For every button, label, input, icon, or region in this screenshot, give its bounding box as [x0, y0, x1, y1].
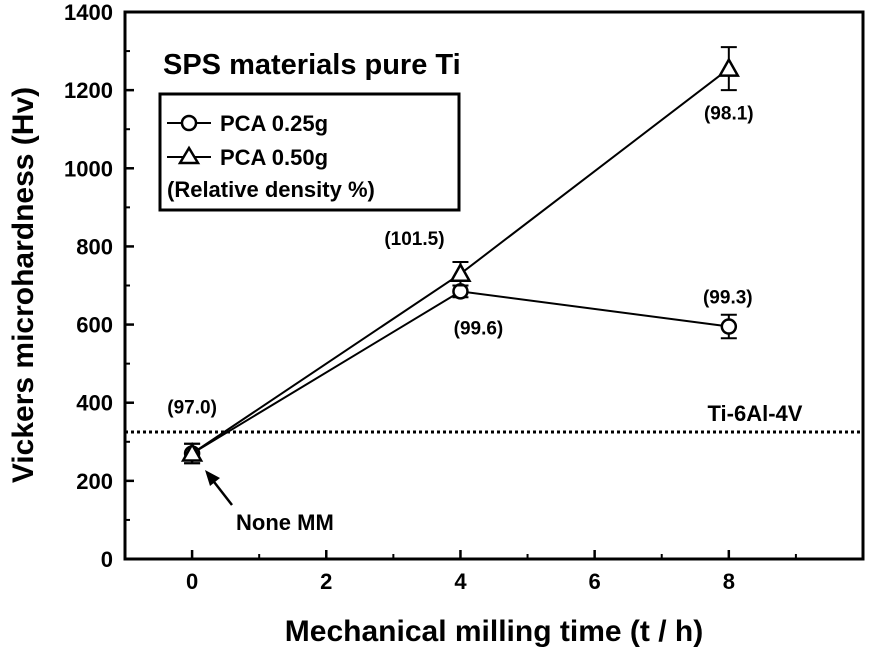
- density-label-pca-025: (99.6): [454, 318, 504, 339]
- x-tick-label: 2: [320, 569, 332, 594]
- legend-circle-icon: [180, 114, 198, 132]
- y-tick-label: 600: [76, 313, 113, 338]
- y-tick-label: 400: [76, 391, 113, 416]
- y-tick-label: 1000: [64, 156, 113, 181]
- y-tick-label: 1200: [64, 78, 113, 103]
- annotation-arrow-shaft: [210, 477, 233, 506]
- data-point-pca-025: [720, 318, 738, 335]
- x-tick-label: 4: [454, 569, 467, 594]
- data-point-pca-050: [717, 57, 740, 77]
- density-label-pca-050: (98.1): [704, 104, 754, 125]
- legend-triangle-icon: [177, 145, 201, 165]
- data-point-pca-050: [180, 441, 204, 462]
- y-tick-label: 800: [76, 234, 113, 259]
- y-tick-label: 0: [101, 547, 113, 572]
- annotation-text: None MM: [236, 510, 334, 535]
- legend-label-pca-050: PCA 0.50g: [220, 145, 328, 170]
- legend: PCA 0.25g PCA 0.50g (Relative density %): [158, 92, 461, 212]
- y-axis-title: Vickers microhardness (Hv): [7, 87, 40, 483]
- legend-box: [158, 92, 461, 212]
- density-label-pca-050: (101.5): [384, 229, 444, 250]
- density-label-pca-025: (99.3): [703, 288, 753, 309]
- y-tick-label: 200: [76, 469, 113, 494]
- legend-label-pca-025: PCA 0.25g: [220, 111, 328, 136]
- legend-note-relative-density: (Relative density %): [167, 177, 375, 202]
- x-axis-title: Mechanical milling time (t / h): [285, 615, 703, 648]
- data-point-pca-050: [449, 262, 472, 283]
- annotation-arrow-head-icon: [205, 470, 220, 486]
- x-tick-label: 0: [186, 569, 198, 594]
- plot-frame: [123, 10, 865, 561]
- y-tick-label: 1400: [64, 0, 113, 25]
- chart-title: SPS materials pure Ti: [163, 49, 461, 81]
- reference-line-label: Ti-6Al-4V: [708, 401, 803, 426]
- x-tick-label: 8: [723, 569, 735, 594]
- annotation-none-mm: None MM: [205, 470, 334, 535]
- density-label-pca-025: (97.0): [167, 398, 217, 419]
- x-tick-label: 6: [589, 569, 601, 594]
